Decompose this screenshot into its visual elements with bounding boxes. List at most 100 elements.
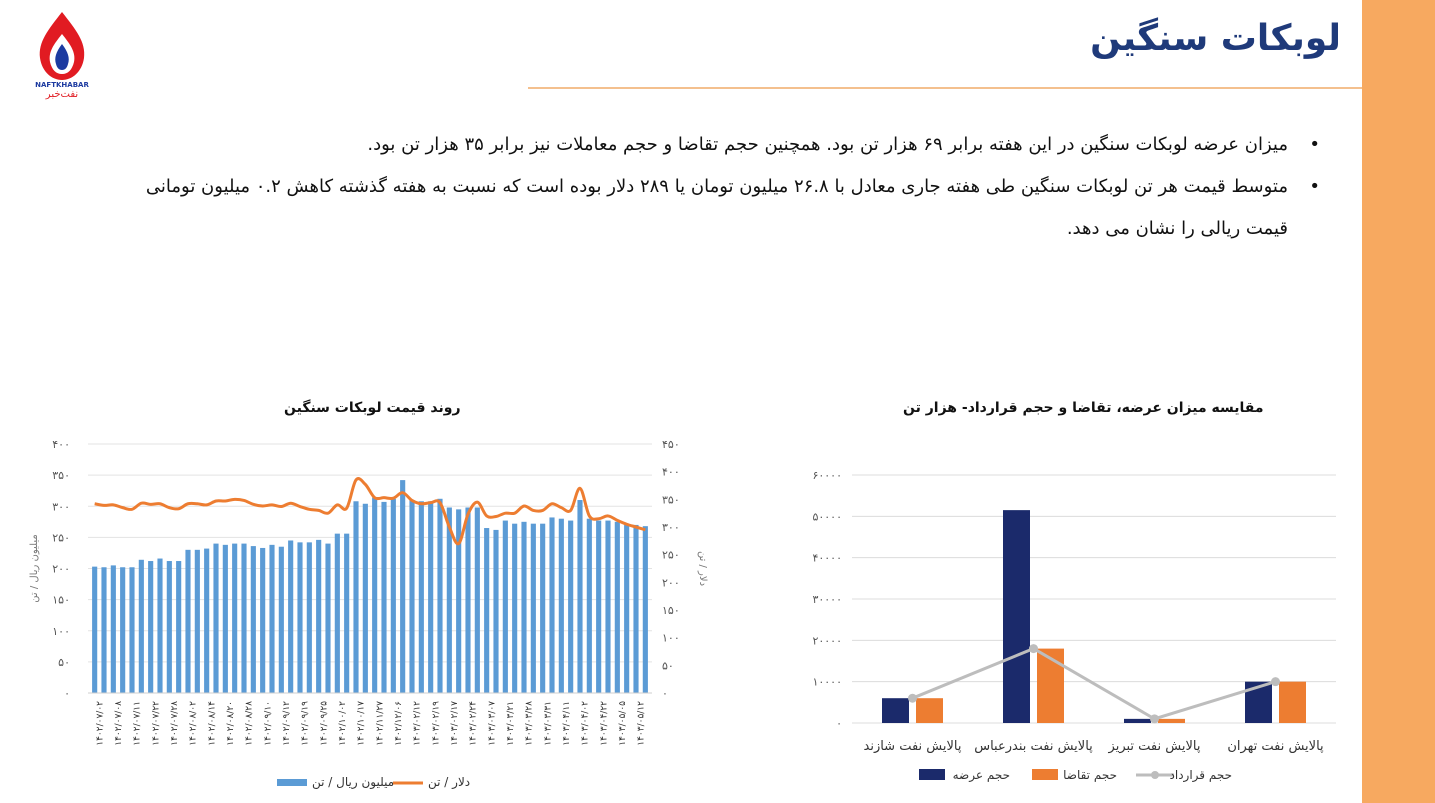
bullet-item: • متوسط قیمت هر تن لوبکات سنگین طی هفته … — [140, 166, 1320, 250]
bullet-item: • میزان عرضه لوبکات سنگین در این هفته بر… — [140, 124, 1320, 166]
price-bar — [344, 533, 350, 693]
price-bar — [241, 543, 247, 693]
legend-swatch-demand — [1032, 769, 1058, 780]
bullet-dot-icon: • — [1309, 134, 1320, 155]
x-tick-label: ۱۴۰۳/۰۲/۲۴ — [469, 701, 479, 746]
bullet-text: میزان عرضه لوبکات سنگین در این هفته براب… — [367, 134, 1288, 155]
x-tick-label: ۱۴۰۲/۰۷/۰۸ — [114, 701, 124, 746]
price-bar — [316, 539, 322, 693]
category-label: پالایش نفت بندرعباس — [974, 739, 1093, 754]
y2-tick-label: ۱۰۰ — [662, 632, 680, 645]
price-bar — [596, 520, 602, 693]
demand-bar — [1158, 718, 1185, 723]
y-tick-label: ۱۰۰۰۰ — [812, 676, 842, 689]
y-tick-label: ۰ — [836, 717, 842, 730]
price-bar — [446, 507, 452, 693]
price-bar — [493, 529, 499, 693]
price-bar — [381, 501, 387, 693]
y2-tick-label: ۰ — [662, 687, 668, 700]
x-tick-label: ۱۴۰۲/۰۹/۱۲ — [282, 701, 292, 746]
y-tick-label: ۴۰۰۰۰ — [812, 552, 842, 565]
price-bar — [138, 559, 144, 693]
contract-point — [1271, 677, 1280, 687]
x-tick-label: ۱۴۰۲/۰۸/۲۰ — [226, 701, 236, 746]
price-bar — [260, 547, 266, 693]
demand-bar — [1037, 648, 1064, 723]
y-tick-label: ۲۰۰۰۰ — [812, 634, 842, 647]
price-bar — [129, 567, 135, 693]
price-bar — [465, 507, 471, 693]
legend-swatch-rial — [277, 779, 307, 786]
price-bar — [288, 540, 294, 693]
y2-tick-label: ۲۵۰ — [662, 549, 680, 562]
x-tick-label: ۱۴۰۳/۰۲/۱۹ — [431, 701, 441, 746]
demand-bar — [1279, 681, 1306, 723]
price-bar — [428, 501, 434, 693]
price-bar — [400, 480, 406, 693]
legend-label-demand: حجم تقاضا — [1063, 768, 1117, 782]
price-bar — [484, 528, 490, 693]
price-bar — [306, 542, 312, 693]
logo-text: NAFTKHABAR — [35, 81, 89, 89]
price-bar — [334, 533, 340, 693]
contract-volume-line — [911, 646, 1276, 721]
price-bar — [521, 521, 527, 693]
side-band — [1362, 0, 1435, 803]
y-tick-label: ۱۰۰ — [52, 625, 70, 638]
price-bar — [120, 567, 126, 693]
price-bar — [101, 567, 107, 693]
price-bar — [409, 500, 415, 693]
y2-axis-label: دلار / تن — [697, 551, 708, 586]
price-bar — [614, 521, 620, 693]
y2-tick-label: ۲۰۰ — [662, 576, 680, 589]
price-bar — [568, 520, 574, 693]
price-bar — [418, 501, 424, 693]
x-tick-label: ۱۴۰۲/۱۱/۲۷ — [375, 701, 385, 746]
price-bar — [540, 523, 546, 693]
category-label: پالایش نفت شازند — [864, 739, 962, 754]
x-tick-label: ۱۴۰۲/۰۸/۲۸ — [245, 701, 255, 746]
x-tick-label: ۱۴۰۳/۰۳/۲۸ — [525, 701, 535, 746]
x-tick-label: ۱۴۰۲/۱۲/۰۶ — [394, 701, 404, 746]
price-bar — [390, 498, 396, 693]
comparison-chart: ۰ ۱۰۰۰۰ ۲۰۰۰۰ ۳۰۰۰۰ ۴۰۰۰۰ ۵۰۰۰۰ ۶۰۰۰۰ پالایش نف… — [812, 469, 1336, 783]
legend-label-contract: حجم قرارداد — [1170, 768, 1232, 783]
legend-swatch-contract-dot — [1151, 771, 1159, 779]
legend-label-supply: حجم عرضه — [953, 768, 1010, 783]
x-tick-label: ۱۴۰۲/۰۹/۱۹ — [301, 701, 311, 746]
price-bar — [474, 507, 480, 693]
price-bar — [92, 566, 98, 693]
price-bar — [110, 565, 116, 693]
price-bar — [577, 500, 583, 693]
x-tick-label: ۱۴۰۳/۰۴/۰۲ — [581, 701, 591, 746]
y2-tick-label: ۴۵۰ — [662, 438, 680, 451]
price-bar — [185, 549, 191, 693]
y2-tick-label: ۵۰ — [662, 659, 674, 672]
y-tick-label: ۵۰۰۰۰ — [812, 510, 842, 523]
legend-label-rial: میلیون ریال / تن — [312, 775, 394, 790]
x-tick-label: ۱۴۰۲/۰۸/۱۴ — [207, 701, 217, 746]
y-tick-label: ۰ — [64, 687, 70, 700]
price-bar — [512, 523, 518, 693]
price-bar — [325, 543, 331, 693]
price-bar — [586, 518, 592, 693]
supply-bar — [882, 698, 909, 723]
price-bar — [362, 503, 368, 693]
x-tick-label: ۱۴۰۲/۱۰/۱۷ — [357, 701, 367, 746]
x-tick-label: ۱۴۰۲/۰۹/۱۰ — [263, 701, 273, 746]
x-tick-label: ۱۴۰۳/۰۵/۱۲ — [637, 701, 647, 746]
price-bar — [278, 546, 284, 693]
price-bar — [148, 561, 154, 693]
y2-tick-label: ۴۰۰ — [662, 466, 680, 479]
summary-bullets: • میزان عرضه لوبکات سنگین در این هفته بر… — [140, 124, 1320, 250]
y2-tick-label: ۳۰۰ — [662, 521, 680, 534]
comparison-chart-title: مقایسه میزان عرضه، تقاضا و حجم قرارداد- … — [903, 400, 1264, 416]
price-bar — [437, 498, 443, 693]
x-tick-label: ۱۴۰۳/۰۳/۰۷ — [487, 701, 497, 746]
price-bar — [353, 501, 359, 693]
logo-text-fa: نفت‌خبر — [45, 89, 78, 100]
price-bar — [549, 517, 555, 693]
y-tick-label: ۶۰۰۰۰ — [812, 469, 842, 482]
y-tick-label: ۲۵۰ — [52, 531, 70, 544]
legend-swatch-supply — [919, 769, 945, 780]
